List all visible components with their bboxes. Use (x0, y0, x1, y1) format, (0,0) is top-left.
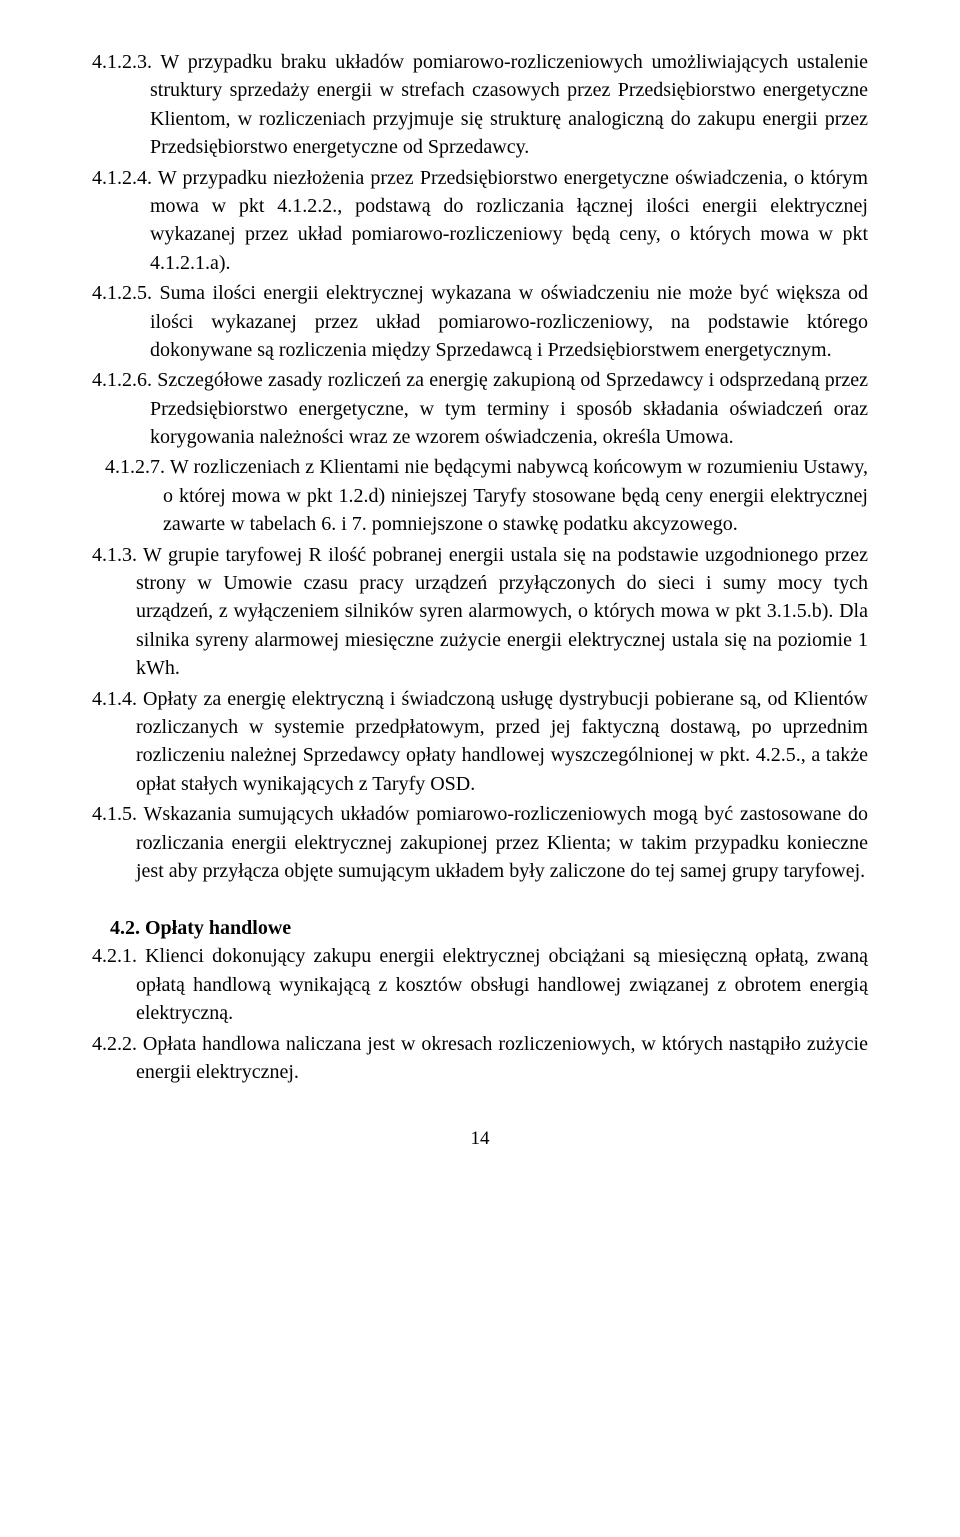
paragraph-4-2-2: 4.2.2. Opłata handlowa naliczana jest w … (92, 1030, 868, 1087)
paragraph-4-1-2-4: 4.1.2.4. W przypadku niezłożenia przez P… (92, 164, 868, 278)
paragraph-4-2-1: 4.2.1. Klienci dokonujący zakupu energii… (92, 942, 868, 1027)
heading-4-2: 4.2. Opłaty handlowe (92, 917, 868, 940)
paragraph-4-1-3: 4.1.3. W grupie taryfowej R ilość pobran… (92, 541, 868, 683)
paragraph-4-1-2-3: 4.1.2.3. W przypadku braku układów pomia… (92, 48, 868, 162)
paragraph-4-1-2-5: 4.1.2.5. Suma ilości energii elektryczne… (92, 279, 868, 364)
paragraph-4-1-2-6: 4.1.2.6. Szczegółowe zasady rozliczeń za… (92, 366, 868, 451)
paragraph-4-1-2-7: 4.1.2.7. W rozliczeniach z Klientami nie… (92, 453, 868, 538)
page-number: 14 (92, 1128, 868, 1150)
paragraph-4-1-4: 4.1.4. Opłaty za energię elektryczną i ś… (92, 685, 868, 799)
paragraph-4-1-5: 4.1.5. Wskazania sumujących układów pomi… (92, 800, 868, 885)
